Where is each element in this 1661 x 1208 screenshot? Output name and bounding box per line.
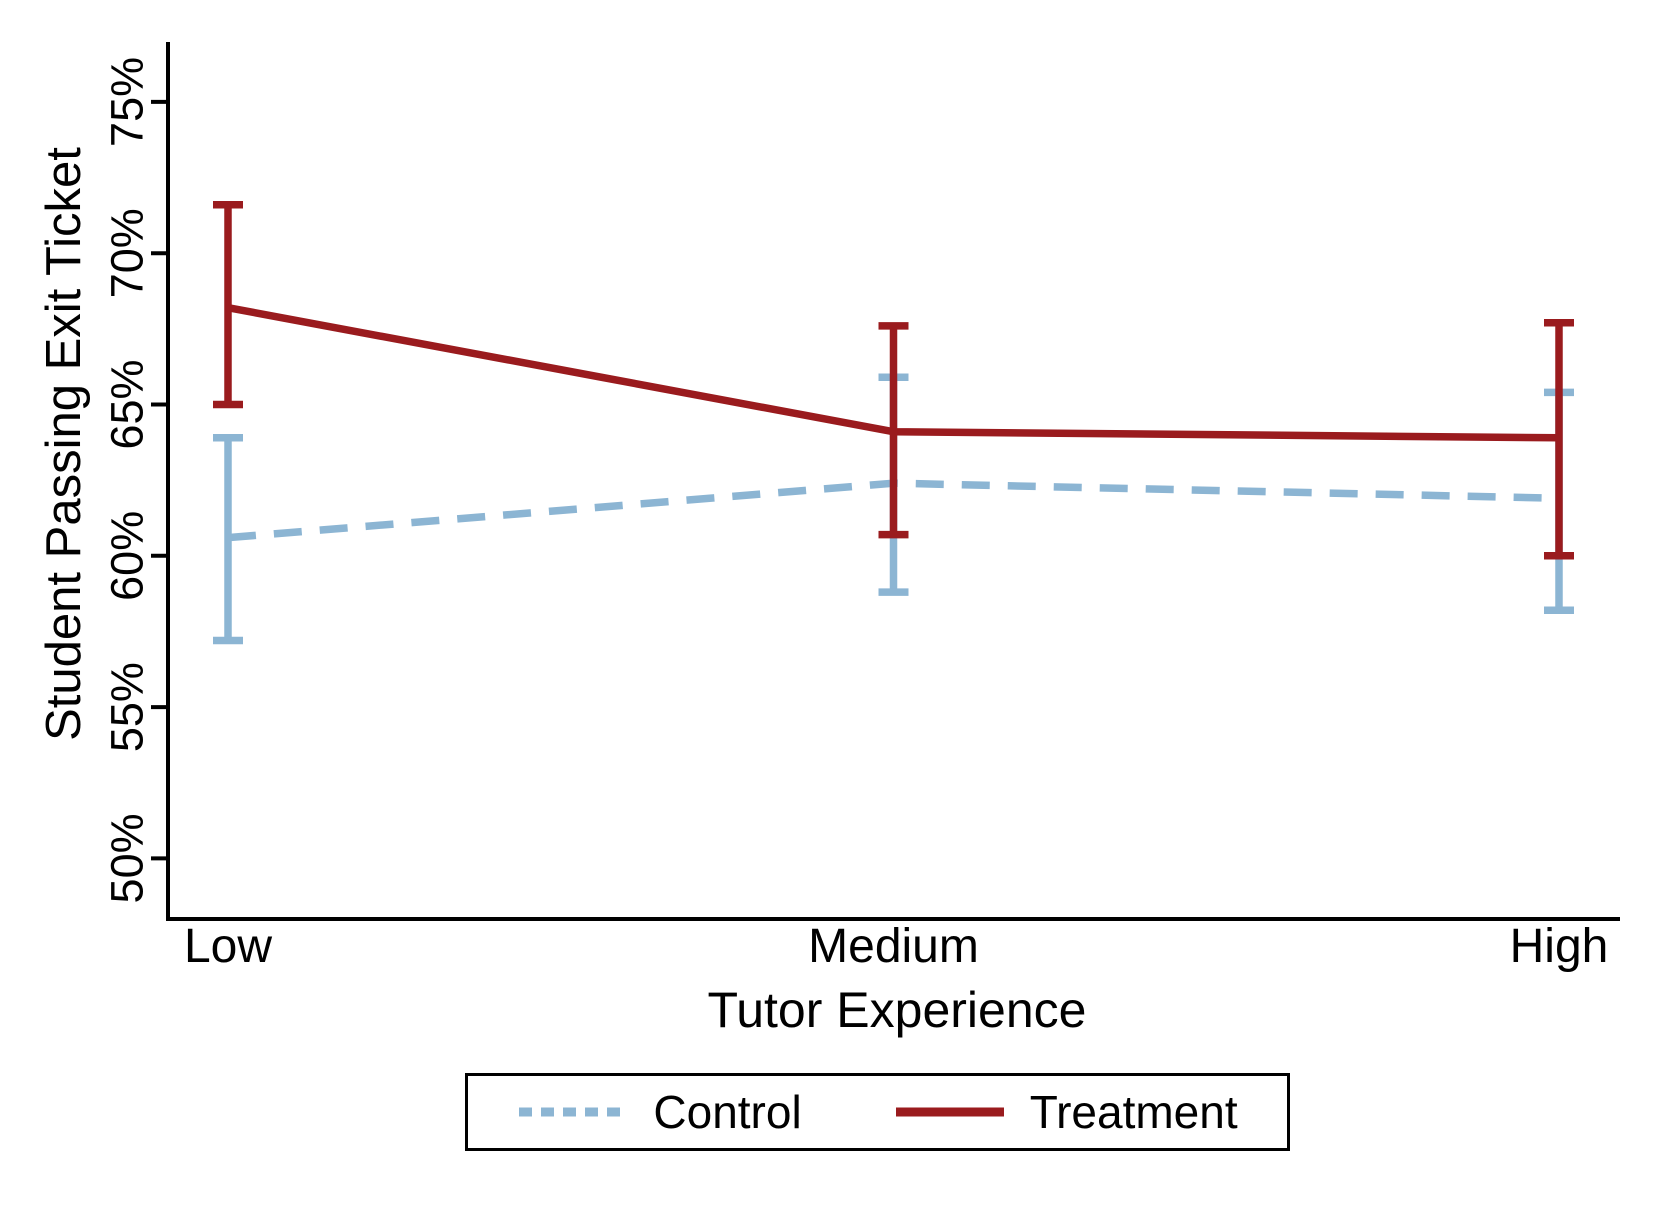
y-tick-label: 50%	[102, 813, 153, 903]
y-axis-title: Student Passing Exit Ticket	[37, 147, 91, 741]
y-tick-label: 55%	[102, 662, 153, 752]
x-category-label: Medium	[808, 920, 979, 973]
y-tick-label: 60%	[102, 511, 153, 601]
legend-sample-control	[519, 1107, 628, 1117]
legend-entry-treatment: Treatment	[894, 1085, 1238, 1139]
y-tick-label: 65%	[102, 359, 153, 449]
x-axis-title: Tutor Experience	[707, 982, 1087, 1038]
legend: Control Treatment	[465, 1073, 1290, 1151]
legend-label-treatment: Treatment	[1029, 1086, 1238, 1138]
legend-label-control: Control	[653, 1086, 802, 1138]
legend-sample-treatment	[895, 1107, 1004, 1117]
y-tick-label: 75%	[102, 57, 153, 147]
y-tick-label: 70%	[102, 208, 153, 298]
x-category-label: High	[1510, 920, 1609, 973]
legend-entry-control: Control	[517, 1085, 802, 1139]
x-category-label: Low	[184, 920, 272, 973]
